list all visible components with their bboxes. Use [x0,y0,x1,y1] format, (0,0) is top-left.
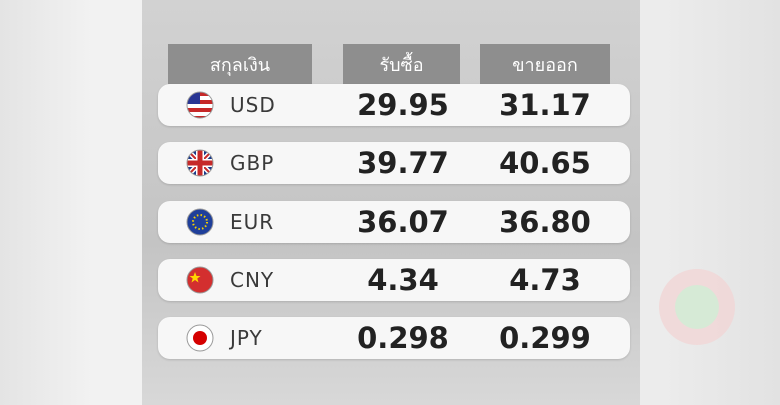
header-cell: ขายออก [480,44,610,84]
buy-rate: 36.07 [357,205,449,239]
currency-code: JPY [230,326,263,350]
logo [659,269,735,345]
table-row: CNY 4.34 4.73 [158,259,630,301]
flag-icon [186,324,214,352]
sell-rate: 36.80 [499,205,591,239]
table-row: USD 29.95 31.17 [158,84,630,126]
sell-rate: 0.299 [499,321,591,355]
sell-rate: 31.17 [499,88,591,122]
buy-rate: 29.95 [357,88,449,122]
table-row: GBP 39.77 40.65 [158,142,630,184]
flag-icon [186,91,214,119]
flag-icon [186,149,214,177]
sell-rate: 4.73 [509,263,581,297]
currency-code: USD [230,93,276,117]
sell-rate: 40.65 [499,146,591,180]
header-cell: สกุลเงิน [168,44,312,84]
currency-code: EUR [230,210,275,234]
buy-rate: 39.77 [357,146,449,180]
table-row: EUR 36.07 36.80 [158,201,630,243]
flag-icon [186,208,214,236]
currency-code: GBP [230,151,275,175]
buy-rate: 0.298 [357,321,449,355]
flag-icon [186,266,214,294]
buy-rate: 4.34 [367,263,439,297]
currency-code: CNY [230,268,275,292]
header-cell: รับซื้อ [343,44,460,84]
table-row: JPY 0.298 0.299 [158,317,630,359]
